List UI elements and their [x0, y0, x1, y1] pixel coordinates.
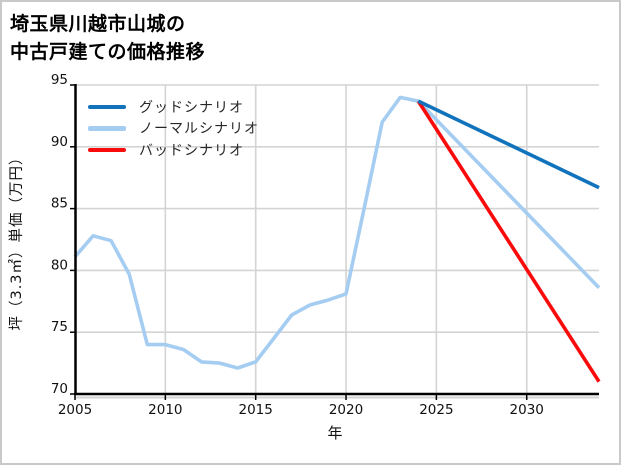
y-tick-label-85: 85 — [51, 196, 68, 212]
x-axis-label: 年 — [327, 424, 343, 442]
legend-item-bad: バッドシナリオ — [88, 139, 259, 161]
legend-label-good: グッドシナリオ — [139, 99, 244, 116]
x-tick-label-2015: 2015 — [239, 402, 273, 418]
legend-item-good: グッドシナリオ — [88, 96, 259, 118]
x-tick-label-2030: 2030 — [510, 402, 544, 418]
chart-title: 埼玉県川越市山城の 中古戸建ての価格推移 — [10, 10, 205, 66]
legend-label-bad: バッドシナリオ — [139, 142, 244, 159]
y-axis-label: 坪（3.3㎡）単価（万円） — [9, 149, 25, 331]
good-scenario-line-swatch — [88, 104, 126, 109]
legend: グッドシナリオ ノーマルシナリオ バッドシナリオ — [88, 96, 259, 161]
x-tick-label-2020: 2020 — [329, 402, 363, 418]
y-tick-label-90: 90 — [51, 134, 68, 150]
bad-scenario-line-swatch — [88, 147, 126, 152]
normal-scenario-line-swatch — [88, 126, 126, 131]
x-tick-label-2025: 2025 — [419, 402, 453, 418]
series-line-good — [417, 99, 600, 190]
legend-item-normal: ノーマルシナリオ — [88, 118, 259, 140]
y-tick-label-80: 80 — [51, 257, 68, 273]
x-tick-label-2010: 2010 — [148, 402, 182, 418]
chart-title-line2: 中古戸建ての価格推移 — [10, 41, 206, 63]
chart-title-line1: 埼玉県川越市山城の — [10, 13, 186, 35]
x-tick-label-2005: 2005 — [58, 402, 92, 418]
y-tick-label-95: 95 — [51, 72, 68, 88]
series-line-bad — [416, 100, 601, 383]
legend-label-normal: ノーマルシナリオ — [139, 121, 259, 138]
series-line-normal — [73, 95, 601, 370]
y-tick-label-75: 75 — [51, 319, 68, 335]
y-tick-label-70: 70 — [51, 381, 68, 397]
